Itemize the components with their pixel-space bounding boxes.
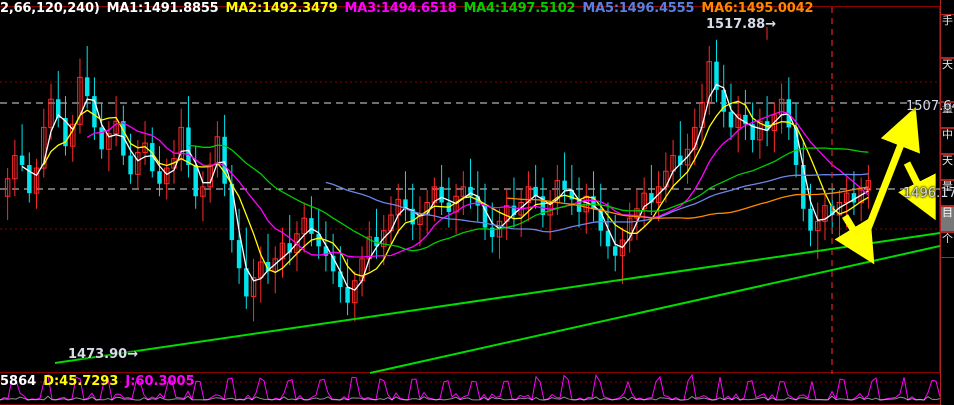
toolbar-item-2[interactable]: 天	[941, 58, 954, 102]
kdj-k-value: 5864	[0, 374, 37, 389]
right-toolbar[interactable]: 手 天 量 中 天 量 目 个	[940, 0, 954, 405]
toolbar-item-3[interactable]: 量	[941, 102, 954, 128]
kdj-canvas	[0, 373, 941, 402]
toolbar-item-5[interactable]: 天	[941, 154, 954, 180]
ma-legend: 2,66,120,240) MA1:1491.8855 MA2:1492.3479 M…	[0, 0, 820, 17]
ma1-value: MA1:1491.8855	[106, 1, 219, 16]
ma3-value: MA3:1494.6518	[344, 1, 457, 16]
ma2-value: MA2:1492.3479	[225, 1, 338, 16]
toolbar-item-7-selected[interactable]: 目	[941, 206, 954, 232]
ma4-value: MA4:1497.5102	[463, 1, 576, 16]
toolbar-item-6[interactable]: 量	[941, 180, 954, 206]
right-axis-price-lower: 1496.17	[903, 186, 954, 201]
right-axis-price-upper: 1507.64	[906, 99, 954, 114]
kdj-j-value: J:60.3005	[125, 374, 195, 389]
toolbar-item-1[interactable]: 手	[941, 14, 954, 58]
ma5-value: MA5:1496.4555	[582, 1, 695, 16]
price-chart-panel[interactable]	[0, 6, 940, 374]
toolbar-item-8[interactable]: 个	[941, 232, 954, 258]
kdj-legend: 5864 D:45.7293 J:60.3005	[0, 374, 202, 390]
ma-params-label: 2,66,120,240)	[0, 1, 100, 16]
low-price-annotation: 1473.90→	[68, 347, 139, 362]
price-chart-canvas	[0, 7, 940, 374]
ma6-value: MA6:1495.0042	[701, 1, 814, 16]
high-price-annotation: 1517.88→	[706, 17, 777, 32]
toolbar-item-4[interactable]: 中	[941, 128, 954, 154]
kdj-d-value: D:45.7293	[43, 374, 119, 389]
